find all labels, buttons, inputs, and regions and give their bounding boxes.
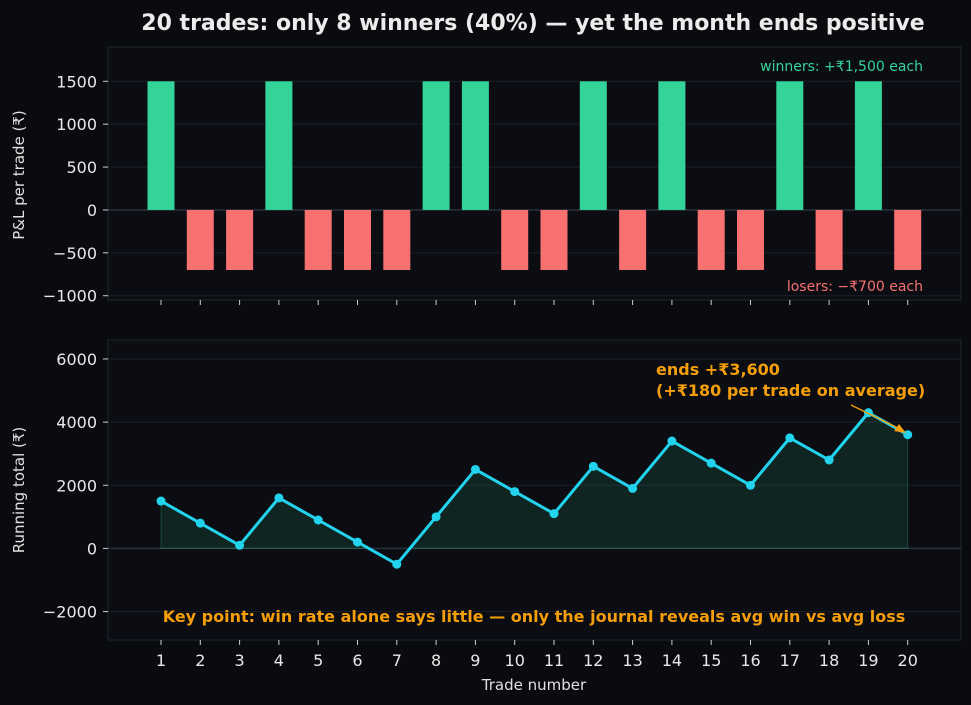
x-tick-label: 8 xyxy=(431,651,441,670)
x-tick-label: 15 xyxy=(701,651,721,670)
x-tick-label: 12 xyxy=(583,651,603,670)
running-total-point xyxy=(235,540,245,550)
loser-bar xyxy=(737,209,764,270)
ends-annotation-line1: ends +₹3,600 xyxy=(656,360,780,379)
x-tick-label: 10 xyxy=(505,651,525,670)
running-total-point xyxy=(431,512,441,522)
loser-bar xyxy=(619,209,647,270)
winner-bar xyxy=(147,81,175,210)
winner-bar xyxy=(579,81,607,210)
x-tick-label: 5 xyxy=(313,651,323,670)
key-point-annotation: Key point: win rate alone says little — … xyxy=(163,607,906,626)
y-tick-label: 2000 xyxy=(56,476,97,495)
y-tick-label: 1000 xyxy=(56,115,97,134)
ends-annotation-line2: (+₹180 per trade on average) xyxy=(656,381,925,400)
x-tick-label: 7 xyxy=(392,651,402,670)
chart-title: 20 trades: only 8 winners (40%) — yet th… xyxy=(141,11,924,36)
y-tick-label: −500 xyxy=(53,244,97,263)
y-tick-label: −1000 xyxy=(43,287,97,306)
x-tick-label: 14 xyxy=(662,651,682,670)
x-tick-label: 9 xyxy=(470,651,480,670)
running-total-point xyxy=(667,436,677,446)
loser-bar xyxy=(304,209,332,270)
running-total-point xyxy=(746,480,755,490)
running-total-ylabel: Running total (₹) xyxy=(10,427,28,554)
x-tick-label: 6 xyxy=(352,651,362,670)
x-tick-label: 1 xyxy=(156,651,166,670)
winner-bar xyxy=(461,81,489,210)
running-total-point xyxy=(824,455,834,465)
running-total-point xyxy=(628,483,638,493)
winner-bar xyxy=(422,81,450,210)
pnl-ylabel: P&L per trade (₹) xyxy=(10,110,28,240)
x-tick-label: 2 xyxy=(195,651,205,670)
loser-bar xyxy=(697,209,725,270)
losers-annotation: losers: −₹700 each xyxy=(787,279,923,295)
y-tick-label: 500 xyxy=(66,158,97,177)
y-tick-label: 6000 xyxy=(56,350,97,369)
running-total-point xyxy=(588,461,598,471)
running-total-point xyxy=(313,515,323,525)
y-tick-label: 4000 xyxy=(56,413,97,432)
running-total-point xyxy=(510,487,520,497)
running-total-point xyxy=(392,559,402,569)
running-total-point xyxy=(274,493,284,503)
running-total-point xyxy=(470,464,480,474)
x-axis-label: Trade number xyxy=(481,676,587,694)
loser-bar xyxy=(540,209,568,270)
running-total-point xyxy=(195,518,205,528)
winners-annotation: winners: +₹1,500 each xyxy=(760,59,923,75)
loser-bar xyxy=(894,209,922,270)
running-total-point xyxy=(353,537,362,547)
y-tick-label: 0 xyxy=(87,201,97,220)
loser-bar xyxy=(226,209,254,270)
x-tick-label: 17 xyxy=(780,651,800,670)
x-tick-label: 13 xyxy=(622,651,642,670)
winner-bar xyxy=(776,81,804,210)
x-tick-label: 3 xyxy=(235,651,245,670)
loser-bar xyxy=(501,209,529,270)
x-tick-label: 4 xyxy=(274,651,284,670)
ends-annotation-arrow xyxy=(850,404,903,431)
winner-bar xyxy=(265,81,293,210)
y-tick-label: 1500 xyxy=(56,72,97,91)
arrowhead-icon xyxy=(894,424,906,433)
x-tick-label: 19 xyxy=(858,651,878,670)
y-tick-label: −2000 xyxy=(43,603,97,622)
loser-bar xyxy=(186,209,214,270)
loser-bar xyxy=(344,209,371,270)
running-total-line xyxy=(160,411,909,566)
loser-bar xyxy=(383,209,411,270)
x-tick-label: 16 xyxy=(740,651,760,670)
x-tick-label: 11 xyxy=(544,651,564,670)
x-tick-label: 20 xyxy=(898,651,918,670)
loser-bar xyxy=(815,209,843,270)
running-total-point xyxy=(549,509,559,519)
y-tick-label: 0 xyxy=(87,539,97,558)
x-tick-label: 18 xyxy=(819,651,839,670)
winner-bar xyxy=(658,81,686,210)
running-total-point xyxy=(706,458,716,468)
running-total-point xyxy=(785,433,795,443)
winner-bar xyxy=(854,81,882,210)
running-total-point xyxy=(156,496,166,506)
